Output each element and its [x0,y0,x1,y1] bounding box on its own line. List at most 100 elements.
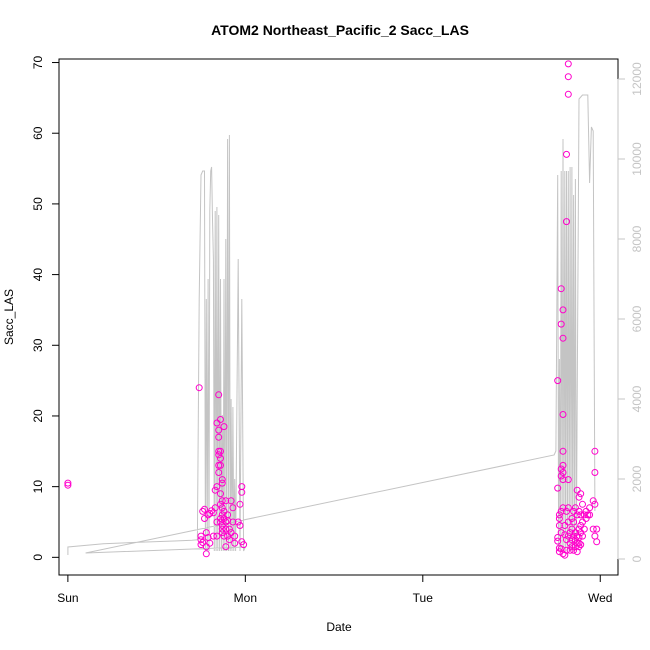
data-point [202,550,210,558]
data-point [591,500,599,508]
data-point [554,377,562,385]
data-point [202,529,210,537]
x-tick-label: Sun [57,591,78,605]
data-point [577,529,585,537]
x-tick-label: Tue [413,591,434,605]
data-point [222,518,230,526]
data-point [197,532,205,540]
data-point [555,511,563,519]
data-point [236,500,244,508]
data-point [554,537,562,545]
data-point [202,543,210,551]
data-point [218,511,226,519]
data-point [571,529,579,537]
chart-title: ATOM2 Northeast_Pacific_2 Sacc_LAS [211,22,469,38]
data-point [561,522,569,529]
data-point [559,411,567,418]
data-point [557,320,565,328]
data-point [218,529,226,537]
data-point [563,546,570,554]
data-point [566,546,574,554]
data-point [213,518,221,526]
x-tick-label: Mon [234,591,257,605]
data-point [575,507,583,515]
data-point [559,306,567,314]
data-point [573,511,581,519]
data-point [231,539,239,547]
data-point [240,541,248,549]
data-point [199,539,207,546]
data-point [206,539,214,547]
data-point [575,493,583,501]
data-point [577,511,585,519]
data-point [570,518,578,526]
data-point [579,500,586,508]
data-point [559,550,567,558]
data-point [215,426,223,434]
data-point [557,472,565,480]
data-point [559,504,567,512]
data-point [575,543,583,551]
data-point [577,522,585,529]
y-axis-label: Sacc_LAS [2,289,16,345]
data-point [229,504,237,512]
data-point [213,483,221,491]
data-point [575,539,583,547]
y-tick-label: 20 [31,409,45,423]
data-point [571,536,579,544]
data-point [564,60,572,68]
data-point [557,507,565,515]
data-point [211,486,219,494]
data-point [217,416,224,423]
data-point [220,532,228,540]
data-point [555,515,563,522]
data-point [571,504,579,512]
data-point [568,536,576,544]
data-point [563,536,570,544]
data-point [218,476,226,484]
data-point [213,419,221,427]
data-point [557,529,565,537]
data-point [589,525,597,533]
y-tick-label: 60 [31,126,45,140]
data-point [218,525,226,533]
y2-tick-label: 8000 [630,225,644,252]
data-point [579,518,586,526]
data-point [227,529,235,537]
data-point [64,481,72,489]
data-point [215,451,223,459]
data-point [564,476,572,484]
data-point [563,507,570,515]
data-point [559,461,567,469]
data-point [225,525,233,533]
y2-tick-label: 6000 [630,305,644,332]
data-point [580,511,588,519]
points-layer [64,60,601,559]
data-point [218,497,226,505]
data-point [199,507,207,515]
data-point [582,515,590,522]
x-axis-label: Date [326,620,352,634]
y-tick-label: 40 [31,268,45,282]
y-tick-label: 70 [31,56,45,70]
data-point [586,504,594,512]
y-tick-label: 10 [31,480,45,494]
data-point [570,546,578,554]
data-point [218,504,226,512]
data-point [220,423,228,431]
data-point [222,543,230,551]
data-point [559,447,567,455]
data-point [220,507,228,515]
data-point [215,469,223,476]
data-point [220,515,228,522]
data-point [559,469,567,476]
data-point [217,515,224,522]
data-point [577,541,585,549]
data-point [217,500,224,508]
data-point [564,90,572,98]
data-point [217,454,224,462]
data-point [227,497,235,505]
